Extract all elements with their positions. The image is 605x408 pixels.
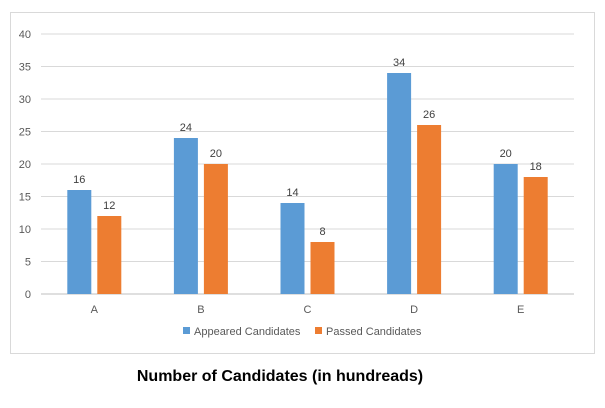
data-label: 20 bbox=[210, 148, 222, 160]
x-tick-label: D bbox=[410, 304, 418, 316]
y-tick-label: 15 bbox=[19, 192, 31, 204]
data-label: 14 bbox=[286, 187, 298, 199]
x-tick-label: C bbox=[304, 304, 312, 316]
y-tick-label: 0 bbox=[25, 289, 31, 301]
y-tick-label: 20 bbox=[19, 159, 31, 171]
data-label: 26 bbox=[423, 109, 435, 121]
chart-frame: 0 5 10 15 20 25 30 35 40 16 12 24 20 14 8 34 26 20 18 A B C… bbox=[10, 12, 595, 354]
bar-c-series-2 bbox=[310, 242, 335, 294]
bar-a-series-2 bbox=[97, 216, 122, 294]
bar-b-series-1 bbox=[173, 138, 198, 294]
data-label: 12 bbox=[103, 200, 115, 212]
legend: Appeared Candidates Passed Candidates bbox=[183, 326, 422, 338]
bar-e-series-2 bbox=[523, 177, 548, 294]
y-tick-label: 30 bbox=[19, 94, 31, 106]
data-label: 34 bbox=[393, 57, 405, 69]
y-tick-label: 25 bbox=[19, 127, 31, 139]
x-tick-label: E bbox=[517, 304, 524, 316]
data-label: 8 bbox=[319, 226, 325, 238]
bar-chart: 0 5 10 15 20 25 30 35 40 16 12 24 20 14 8 34 26 20 18 A B C… bbox=[19, 29, 574, 338]
bar-a-series-1 bbox=[67, 190, 92, 294]
x-axis: A B C D E bbox=[91, 304, 525, 316]
data-label: 16 bbox=[73, 174, 85, 186]
x-tick-label: A bbox=[91, 304, 99, 316]
legend-swatch bbox=[183, 327, 190, 334]
data-label: 24 bbox=[180, 122, 192, 134]
y-tick-label: 5 bbox=[25, 257, 31, 269]
data-labels: 16 12 24 20 14 8 34 26 20 18 bbox=[73, 57, 542, 238]
y-tick-label: 35 bbox=[19, 62, 31, 74]
y-tick-label: 10 bbox=[19, 224, 31, 236]
bars bbox=[67, 73, 548, 294]
x-tick-label: B bbox=[197, 304, 204, 316]
y-tick-label: 40 bbox=[19, 29, 31, 41]
bar-e-series-1 bbox=[493, 164, 518, 294]
bar-b-series-2 bbox=[203, 164, 228, 294]
bar-d-series-2 bbox=[417, 125, 442, 294]
bar-c-series-1 bbox=[280, 203, 305, 294]
y-axis: 0 5 10 15 20 25 30 35 40 bbox=[19, 29, 31, 301]
data-label: 18 bbox=[530, 161, 542, 173]
legend-label: Passed Candidates bbox=[326, 326, 422, 338]
data-label: 20 bbox=[500, 148, 512, 160]
legend-label: Appeared Candidates bbox=[194, 326, 301, 338]
gridlines bbox=[41, 33, 574, 295]
legend-swatch bbox=[315, 327, 322, 334]
chart-title: Number of Candidates (in hundreads) bbox=[136, 368, 424, 385]
bar-d-series-1 bbox=[387, 73, 412, 294]
